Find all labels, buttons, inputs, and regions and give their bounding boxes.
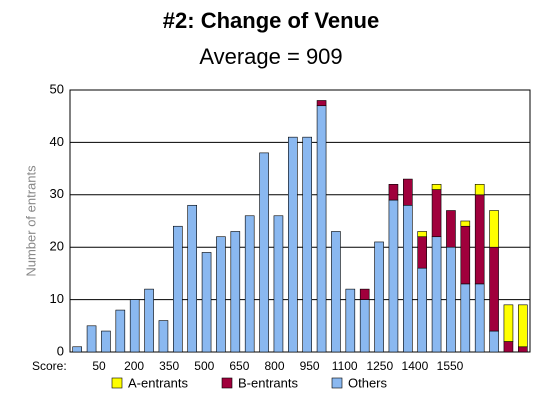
bar-segment: [316, 100, 327, 107]
bar-segment: [158, 320, 169, 353]
bar-segment: [216, 236, 226, 353]
bar-segment: [474, 194, 485, 285]
x-tick-label: 350: [159, 359, 179, 373]
x-tick-label: 1250: [366, 359, 393, 373]
bar-segment: [388, 199, 399, 353]
legend-swatch: [221, 377, 233, 389]
bar-segment: [518, 304, 528, 348]
bar-segment: [460, 220, 471, 227]
bar-segment: [201, 252, 212, 353]
bar-segment: [474, 184, 485, 196]
bar-segment: [244, 215, 255, 353]
bar-segment: [374, 241, 384, 353]
chart-subtitle: Average = 909: [199, 44, 342, 69]
bar-segment: [72, 346, 82, 353]
bar-segment: [359, 288, 370, 300]
bar-segment: [431, 184, 442, 190]
legend-label: A-entrants: [128, 375, 188, 390]
x-tick-label: 1400: [402, 359, 429, 373]
x-tick-label: 1100: [332, 359, 358, 373]
y-tick-label: 40: [50, 134, 64, 149]
legend-label: B-entrants: [238, 375, 298, 390]
x-tick-label: 1550: [437, 359, 464, 373]
bar-segment: [388, 184, 399, 201]
bar-segment: [503, 304, 514, 342]
bar-segment: [187, 204, 197, 353]
bar-segment: [144, 288, 154, 353]
y-tick-label: 0: [57, 343, 64, 358]
bar-segment: [431, 236, 442, 353]
bar-segment: [259, 152, 269, 353]
bar-segment: [359, 299, 370, 353]
x-tick-label: 200: [124, 359, 144, 373]
bar-segment: [489, 330, 499, 353]
x-tick-label: 650: [229, 359, 249, 373]
bar-segment: [460, 283, 471, 353]
bar-segment: [474, 283, 485, 353]
bar-segment: [518, 346, 528, 353]
bar-segment: [403, 178, 413, 206]
bar-segment: [446, 246, 456, 353]
bar-segment: [101, 330, 111, 353]
bar-segment: [273, 215, 284, 353]
bar-segment: [489, 246, 499, 332]
bar-segment: [489, 210, 499, 248]
x-tick-label: 500: [194, 359, 214, 373]
bar-segment: [129, 299, 140, 353]
chart-title: #2: Change of Venue: [163, 8, 379, 33]
bar-segment: [431, 189, 442, 238]
bar-segment: [115, 309, 126, 353]
bar-segment: [302, 136, 312, 353]
bar-segment: [230, 231, 241, 353]
legend-label: Others: [348, 375, 388, 390]
bar-segment: [460, 225, 471, 285]
x-tick-label: 50: [92, 359, 106, 373]
x-tick-label: 950: [300, 359, 320, 373]
bar-segment: [417, 267, 427, 353]
y-axis-label: Number of entrants: [23, 165, 38, 277]
y-tick-label: 20: [50, 239, 64, 254]
y-tick-label: 50: [50, 81, 64, 96]
y-tick-label: 10: [50, 291, 64, 306]
x-tick-label: 800: [264, 359, 284, 373]
bar-segment: [417, 231, 427, 238]
bar-segment: [417, 236, 427, 269]
x-axis-label: Score:: [32, 359, 67, 373]
bar-segment: [503, 341, 514, 353]
bar-segment: [331, 231, 341, 353]
bar-segment: [446, 210, 456, 248]
legend-swatch: [111, 377, 123, 389]
bar-segment: [403, 204, 413, 353]
legend-swatch: [331, 377, 343, 389]
bar-segment: [288, 136, 298, 353]
bar-segment: [173, 225, 183, 353]
y-tick-label: 30: [50, 186, 64, 201]
bar-segment: [316, 105, 327, 353]
bar-segment: [86, 325, 97, 353]
bar-segment: [345, 288, 356, 353]
